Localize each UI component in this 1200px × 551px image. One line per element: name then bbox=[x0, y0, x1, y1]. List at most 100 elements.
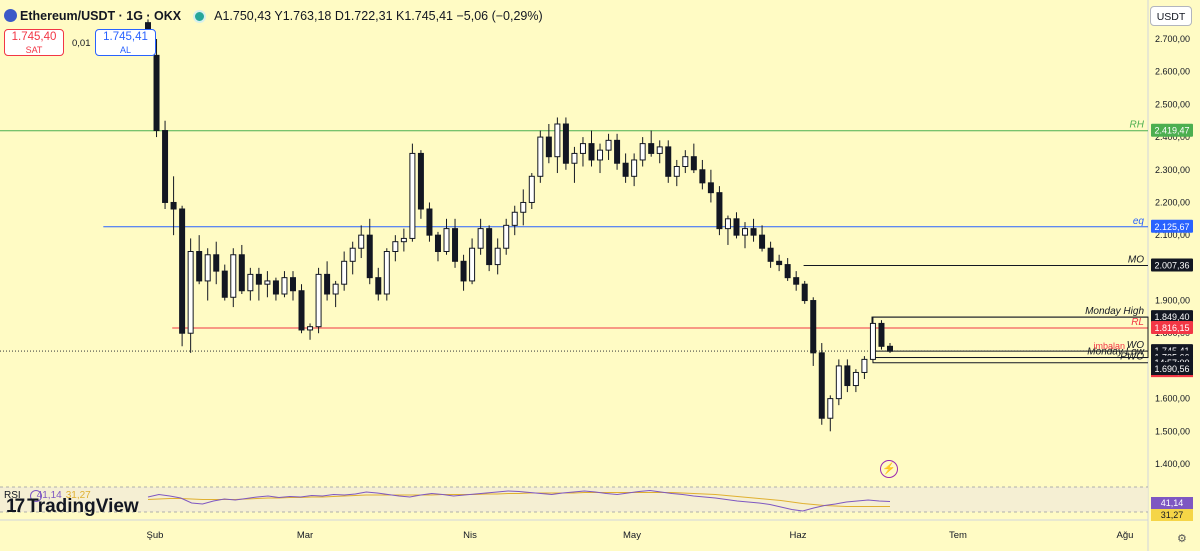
level-name: eq bbox=[1133, 216, 1145, 227]
sell-button[interactable]: 1.745,40 SAT bbox=[4, 29, 64, 56]
candle-body bbox=[324, 273, 331, 295]
candle-body bbox=[784, 264, 791, 279]
y-tick-label: 2.500,00 bbox=[1155, 99, 1190, 109]
candle-body bbox=[656, 146, 663, 154]
y-tick-label: 1.500,00 bbox=[1155, 426, 1190, 436]
rsi-legend[interactable]: RSI 41,14 31,27 bbox=[4, 490, 91, 502]
rsi-ma-line bbox=[147, 492, 890, 507]
rsi-settings-icon[interactable] bbox=[30, 490, 42, 502]
y-tick-label: 1.600,00 bbox=[1155, 394, 1190, 404]
candle-body bbox=[537, 136, 544, 177]
x-tick-label: May bbox=[623, 530, 641, 541]
currency-selector[interactable]: USDT bbox=[1150, 6, 1192, 26]
candle-body bbox=[392, 241, 399, 252]
candle-body bbox=[417, 152, 424, 210]
candle-body bbox=[810, 300, 817, 354]
level-badge-label: 2.007,36 bbox=[1154, 260, 1189, 270]
candle-body bbox=[179, 208, 186, 334]
level-badge bbox=[1151, 123, 1193, 137]
candle-body bbox=[767, 247, 774, 262]
buy-label: AL bbox=[119, 45, 131, 55]
candle-body bbox=[204, 254, 211, 282]
candle-body bbox=[289, 277, 296, 292]
rsi-band bbox=[0, 487, 1148, 512]
x-tick-label: Tem bbox=[949, 530, 967, 541]
y-tick-label: 2.400,00 bbox=[1155, 132, 1190, 142]
tradingview-mark-icon: 17 bbox=[6, 496, 25, 517]
candle-body bbox=[562, 123, 569, 164]
lightning-icon[interactable]: ⚡ bbox=[880, 460, 898, 478]
candle-body bbox=[358, 234, 365, 249]
tradingview-logo[interactable]: 17 TradingView bbox=[6, 496, 139, 518]
candle-body bbox=[801, 283, 808, 302]
candle-body bbox=[375, 277, 382, 295]
candle-body bbox=[528, 175, 535, 203]
candle-body bbox=[776, 260, 783, 266]
imbalance-label: imbalan bbox=[1093, 341, 1125, 351]
candle-body bbox=[307, 326, 314, 331]
candle-body bbox=[605, 139, 612, 151]
candle-body bbox=[852, 371, 859, 387]
candle-body bbox=[409, 152, 416, 239]
candle-body bbox=[639, 143, 646, 161]
candle-body bbox=[588, 143, 595, 161]
settings-gear-icon[interactable]: ⚙ bbox=[1177, 533, 1187, 545]
candle-body bbox=[597, 149, 604, 161]
symbol-title[interactable]: Ethereum/USDT · 1G · OKX bbox=[20, 9, 182, 23]
candle-body bbox=[153, 54, 160, 132]
candle-body bbox=[750, 228, 757, 236]
candle-body bbox=[272, 280, 279, 295]
candle-body bbox=[511, 211, 518, 226]
candle-body bbox=[724, 218, 731, 230]
candle-body bbox=[238, 254, 245, 292]
level-badge-label: 2.125,67 bbox=[1154, 222, 1189, 232]
candle-body bbox=[614, 139, 621, 164]
candle-body bbox=[221, 270, 228, 298]
level-name: Monday High bbox=[1085, 306, 1144, 317]
level-badge bbox=[1151, 320, 1193, 334]
y-tick-label: 2.700,00 bbox=[1155, 34, 1190, 44]
extra-badge bbox=[1151, 362, 1193, 376]
candle-body bbox=[486, 228, 493, 266]
candle-body bbox=[887, 345, 893, 352]
candle-body bbox=[255, 273, 262, 285]
candle-body bbox=[631, 159, 638, 177]
candle-body bbox=[707, 182, 714, 194]
y-tick-label: 1.900,00 bbox=[1155, 296, 1190, 306]
level-badge-label: 1.816,15 bbox=[1154, 323, 1189, 333]
candle-body bbox=[793, 277, 800, 285]
candle-body bbox=[264, 280, 271, 285]
candle-body bbox=[759, 234, 766, 249]
candle-body bbox=[443, 228, 450, 253]
candle-body bbox=[187, 251, 194, 334]
level-name: RL bbox=[1131, 317, 1144, 328]
level-badge bbox=[1151, 219, 1193, 233]
rsi-value: 41,14 bbox=[36, 490, 62, 501]
candle-body bbox=[213, 254, 220, 272]
spread-value: 0,01 bbox=[72, 38, 91, 49]
candle-body bbox=[281, 277, 288, 295]
candle-body bbox=[170, 201, 177, 210]
candle-body bbox=[196, 251, 203, 282]
candle-body bbox=[366, 234, 373, 279]
candle-body bbox=[469, 247, 476, 282]
candle-body bbox=[503, 224, 510, 249]
candle-body bbox=[818, 352, 825, 419]
sell-label: SAT bbox=[25, 45, 43, 55]
rsi-value-badge bbox=[1151, 497, 1193, 509]
buy-button[interactable]: 1.745,41 AL bbox=[95, 29, 156, 56]
y-tick-label: 2.600,00 bbox=[1155, 67, 1190, 77]
rsi-badge-label: 41,14 bbox=[1161, 498, 1184, 508]
level-badge-label: 1.849,40 bbox=[1154, 312, 1189, 322]
candle-body bbox=[247, 273, 254, 292]
candle-body bbox=[690, 156, 697, 171]
rsi-ma-badge bbox=[1151, 509, 1193, 521]
candle-body bbox=[861, 358, 868, 373]
brand-name: TradingView bbox=[27, 496, 139, 517]
extra-badge-label: 1.690,56 bbox=[1154, 364, 1189, 374]
ethereum-logo-icon bbox=[4, 9, 17, 22]
candle-body bbox=[742, 228, 749, 236]
rsi-line bbox=[147, 489, 891, 512]
